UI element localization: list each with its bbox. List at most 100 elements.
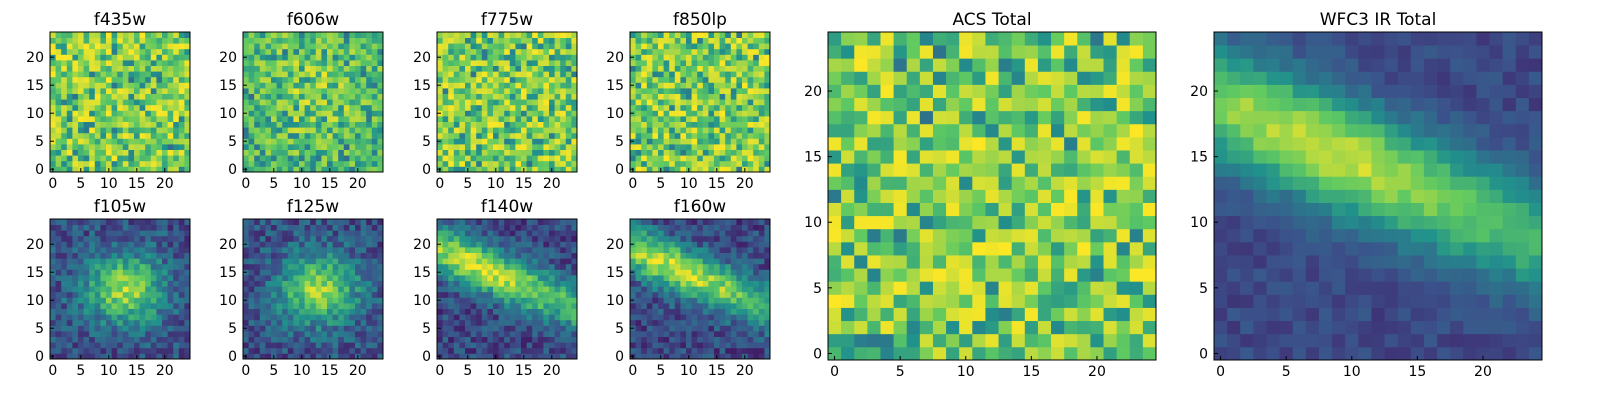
- heatmap-cell: [343, 241, 350, 248]
- heatmap-cell: [139, 275, 146, 281]
- heatmap-cell: [315, 104, 322, 111]
- heatmap-cell: [669, 297, 676, 304]
- heatmap-cell: [764, 275, 771, 281]
- heatmap-cell: [162, 65, 168, 72]
- heatmap-cell: [515, 325, 522, 332]
- heatmap-cell: [747, 325, 754, 332]
- heatmap-cell: [663, 127, 670, 134]
- heatmap-cell: [134, 82, 140, 89]
- heatmap-cell: [560, 104, 567, 111]
- heatmap-cell: [293, 71, 300, 78]
- heatmap-cell: [299, 247, 305, 253]
- heatmap-cell: [635, 32, 642, 38]
- heatmap-cell: [111, 99, 118, 106]
- heatmap-cell: [549, 48, 555, 55]
- heatmap-cell: [764, 121, 771, 128]
- heatmap-cell: [162, 104, 168, 111]
- heatmap-cell: [355, 342, 361, 349]
- heatmap-cell: [271, 144, 277, 150]
- heatmap-cell: [55, 99, 62, 106]
- heatmap-cell: [487, 297, 494, 304]
- heatmap-cell: [481, 286, 488, 293]
- heatmap-cell: [150, 60, 157, 66]
- heatmap-cell: [669, 132, 676, 139]
- heatmap-cell: [276, 286, 283, 293]
- heatmap-cell: [680, 37, 687, 44]
- heatmap-cell: [315, 116, 322, 122]
- heatmap-cell: [259, 116, 266, 122]
- heatmap-cell: [371, 224, 378, 231]
- heatmap-cell: [162, 71, 168, 78]
- heatmap-cell: [293, 60, 300, 66]
- heatmap-cell: [493, 280, 499, 287]
- heatmap-cell: [259, 297, 266, 304]
- heatmap-cell: [697, 291, 704, 298]
- heatmap-cell: [321, 230, 328, 237]
- heatmap-cell: [753, 303, 760, 309]
- heatmap-cell: [674, 110, 681, 117]
- heatmap-cell: [50, 263, 56, 270]
- heatmap-cell: [178, 121, 185, 128]
- heatmap-cell: [265, 82, 272, 89]
- heatmap-cell: [371, 76, 378, 83]
- heatmap-cell: [349, 65, 356, 72]
- heatmap-cell: [442, 37, 449, 44]
- heatmap-cell: [730, 263, 737, 270]
- heatmap-cell: [515, 269, 522, 276]
- heatmap-cell: [78, 235, 84, 242]
- heatmap-cell: [476, 104, 483, 111]
- heatmap-cell: [355, 48, 361, 55]
- heatmap-cell: [304, 247, 311, 253]
- heatmap-cell: [571, 219, 578, 225]
- heatmap-cell: [747, 71, 754, 78]
- heatmap-cell: [635, 353, 642, 360]
- heatmap-cell: [162, 314, 168, 321]
- heatmap-cell: [764, 110, 771, 117]
- heatmap-cell: [178, 127, 185, 134]
- heatmap-cell: [332, 219, 339, 225]
- heatmap-cell: [355, 297, 361, 304]
- heatmap-cell: [299, 121, 305, 128]
- heatmap-cell: [117, 308, 124, 315]
- heatmap-cell: [708, 71, 715, 78]
- heatmap-cell: [156, 54, 163, 61]
- heatmap-cell: [156, 297, 163, 304]
- heatmap-cell: [758, 336, 765, 343]
- heatmap-cell: [515, 93, 522, 100]
- heatmap-cell: [652, 48, 659, 55]
- heatmap-cell: [66, 219, 73, 225]
- heatmap-cell: [725, 286, 732, 293]
- heatmap-cell: [321, 155, 328, 162]
- heatmap-cell: [498, 48, 505, 55]
- heatmap-cell: [448, 37, 455, 44]
- heatmap-cell: [72, 116, 79, 122]
- heatmap-cell: [178, 353, 185, 360]
- heatmap-cell: [150, 48, 157, 55]
- heatmap-cell: [476, 280, 483, 287]
- heatmap-cell: [178, 155, 185, 162]
- heatmap-cell: [66, 93, 73, 100]
- heatmap-cell: [282, 88, 289, 94]
- heatmap-cell: [646, 144, 653, 150]
- heatmap-cell: [686, 291, 692, 298]
- heatmap-cell: [315, 224, 322, 231]
- heatmap-cell: [282, 93, 289, 100]
- heatmap-cell: [178, 230, 185, 237]
- heatmap-cell: [162, 336, 168, 343]
- x-tick-label: 15: [128, 176, 146, 192]
- heatmap-cell: [134, 252, 140, 259]
- heatmap-cell: [758, 121, 765, 128]
- heatmap-cell: [515, 32, 522, 38]
- heatmap-cell: [442, 71, 449, 78]
- heatmap-cell: [537, 297, 544, 304]
- heatmap-cell: [287, 336, 294, 343]
- heatmap-cell: [725, 269, 732, 276]
- heatmap-cell: [145, 155, 152, 162]
- heatmap-cell: [560, 263, 567, 270]
- heatmap-cell: [282, 263, 289, 270]
- heatmap-cell: [265, 149, 272, 156]
- heatmap-cell: [366, 155, 373, 162]
- heatmap-cell: [747, 138, 754, 145]
- heatmap-cell: [448, 121, 455, 128]
- heatmap-cell: [321, 144, 328, 150]
